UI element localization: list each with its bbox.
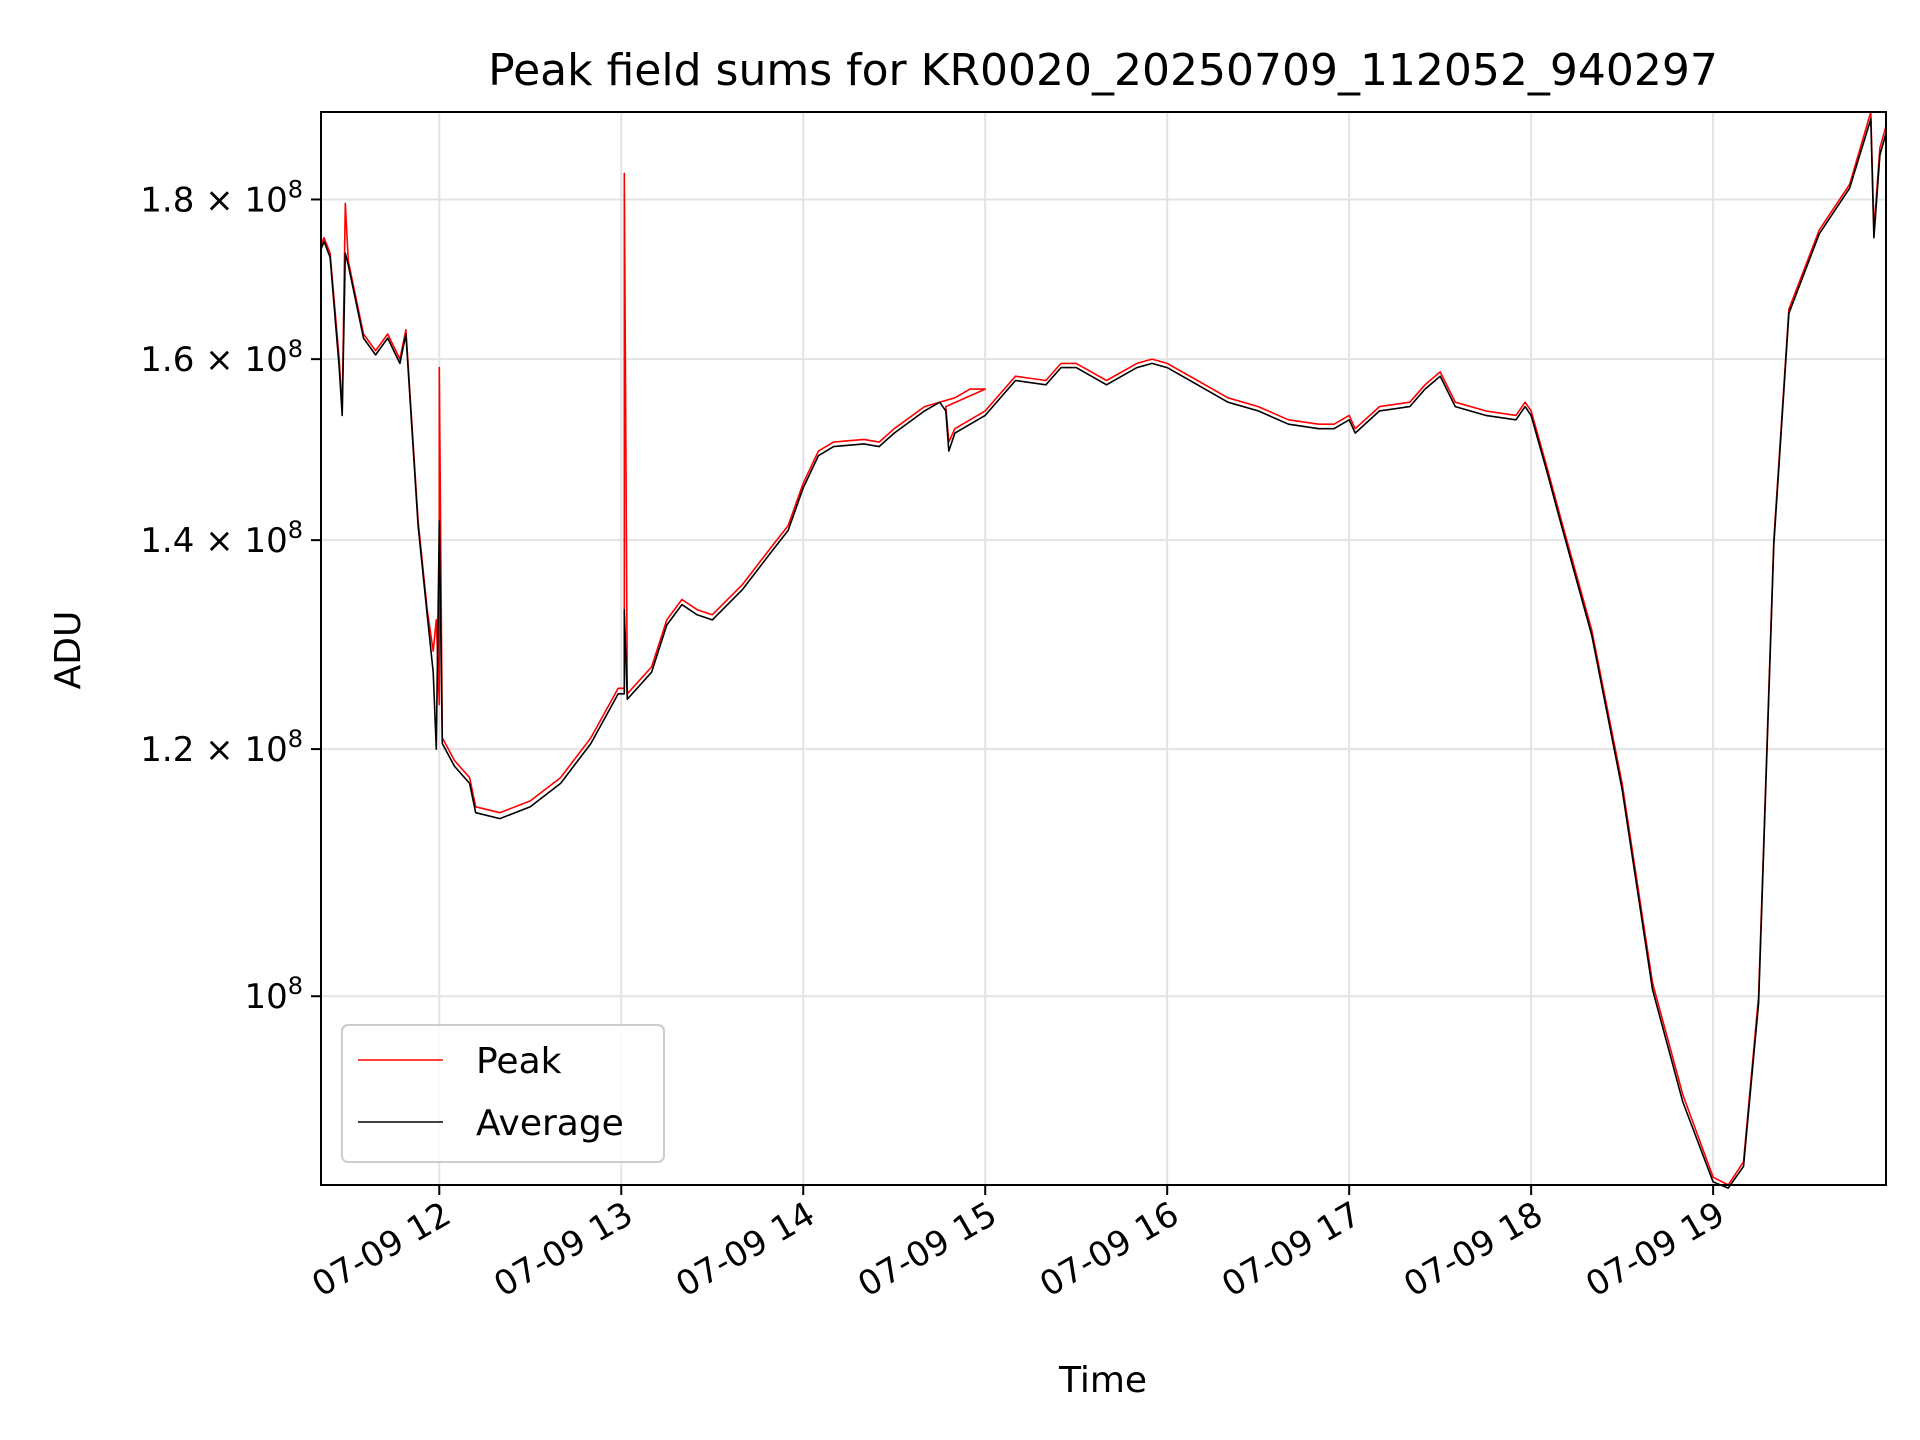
- series-layer: [320, 111, 1887, 1189]
- y-tick-exponent: 8: [288, 972, 303, 1000]
- grid: [321, 112, 1886, 1185]
- legend-average-label: Average: [476, 1103, 624, 1144]
- y-tick-label: 108: [244, 972, 303, 1017]
- legend: Peak Average: [341, 1024, 665, 1163]
- series-line-average: [320, 118, 1887, 1189]
- y-tick-exponent: 8: [288, 725, 303, 753]
- series-line-peak: [320, 111, 1887, 1186]
- y-tick-exponent: 8: [288, 335, 303, 363]
- y-tick-times: × 10: [194, 340, 287, 380]
- y-tick-mantissa: 1.2: [140, 730, 194, 770]
- plot-frame: [320, 111, 1887, 1186]
- y-tick-mantissa: 1.8: [140, 180, 194, 220]
- y-tick-label: 1.2 × 108: [140, 725, 303, 770]
- y-axis-label: ADU: [48, 611, 89, 690]
- y-tick-base: 10: [244, 977, 287, 1017]
- y-tick-exponent: 8: [288, 175, 303, 203]
- y-tick-label: 1.8 × 108: [140, 175, 303, 220]
- y-tick-label: 1.6 × 108: [140, 335, 303, 380]
- legend-peak-label: Peak: [476, 1041, 562, 1082]
- x-axis-label: Time: [1058, 1360, 1147, 1401]
- y-tick-times: × 10: [194, 180, 287, 220]
- y-tick-times: × 10: [194, 730, 287, 770]
- y-tick-mantissa: 1.6: [140, 340, 194, 380]
- y-tick-mantissa: 1.4: [140, 521, 194, 561]
- y-tick-exponent: 8: [288, 516, 303, 544]
- y-tick-label: 1.4 × 108: [140, 516, 303, 561]
- y-tick-times: × 10: [194, 521, 287, 561]
- chart-title: Peak field sums for KR0020_20250709_1120…: [488, 45, 1718, 96]
